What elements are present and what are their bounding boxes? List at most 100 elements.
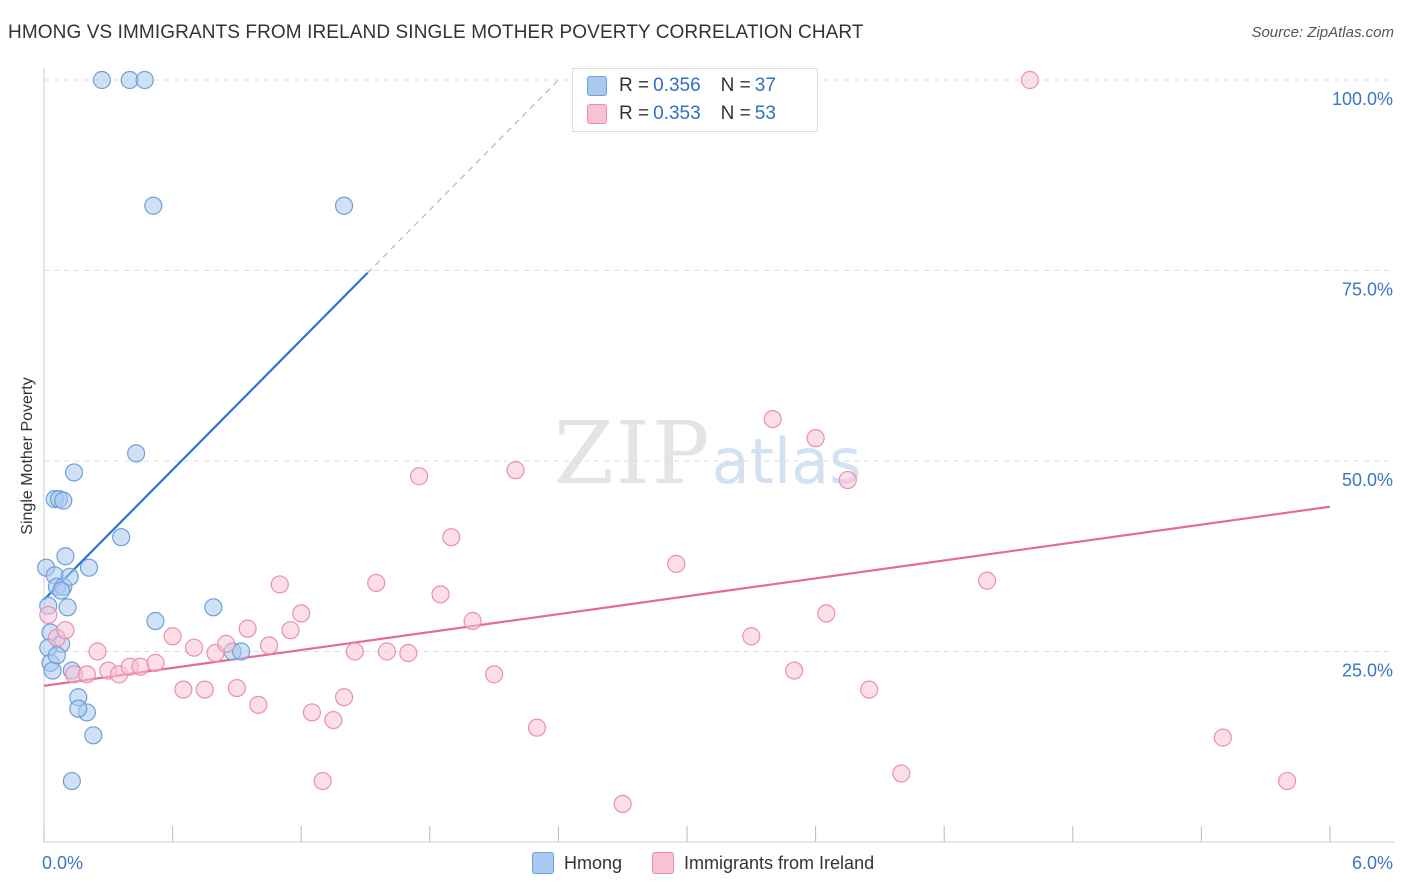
trend-lines xyxy=(43,79,1331,687)
hmong-swatch xyxy=(587,76,607,96)
ireland-point xyxy=(377,642,397,661)
ireland-point xyxy=(217,634,236,653)
r-label: R = xyxy=(619,103,650,124)
ireland-point xyxy=(367,573,386,593)
ireland-point xyxy=(806,429,825,448)
hmong-point xyxy=(47,646,66,665)
ireland-point xyxy=(270,575,289,594)
hmong-point xyxy=(60,567,79,586)
ireland-point xyxy=(742,627,761,646)
ireland-point xyxy=(409,467,429,486)
chart-title: HMONG VS IMMIGRANTS FROM IRELAND SINGLE … xyxy=(8,22,864,43)
ireland-point xyxy=(431,585,450,604)
ireland-point xyxy=(281,621,300,640)
hmong-point xyxy=(62,771,81,791)
hmong-point xyxy=(43,661,62,680)
r-value: 0.356 xyxy=(653,75,701,96)
ireland-point xyxy=(131,657,150,676)
x-tick-label: 6.0% xyxy=(1352,853,1393,873)
hmong-point xyxy=(232,642,251,661)
hmong-point xyxy=(54,491,73,510)
ireland-point xyxy=(667,554,686,573)
ireland-point xyxy=(195,680,214,699)
hmong-point xyxy=(92,70,111,90)
series-legend: Hmong Immigrants from Ireland xyxy=(532,852,904,874)
ireland-point xyxy=(345,642,364,661)
ireland-point xyxy=(163,627,182,646)
ireland-point xyxy=(860,680,879,699)
ireland-point xyxy=(56,621,75,640)
ireland-point xyxy=(77,665,96,684)
hmong-point xyxy=(146,611,165,631)
gridlines xyxy=(44,79,1394,652)
ireland-point xyxy=(249,695,268,714)
legend-item-ireland[interactable]: Immigrants from Ireland xyxy=(652,852,874,874)
ireland-point xyxy=(292,604,311,623)
y-tick-label: 50.0% xyxy=(1342,470,1393,490)
ireland-point xyxy=(1020,70,1040,90)
ireland-point xyxy=(184,638,204,657)
hmong-point xyxy=(127,444,146,463)
hmong-swatch xyxy=(532,852,554,874)
ireland-point xyxy=(977,571,997,590)
source-label: Source: ZipAtlas.com xyxy=(1251,24,1394,41)
ireland-point xyxy=(892,764,911,783)
x-tick-label: 0.0% xyxy=(42,853,83,873)
ireland-point xyxy=(259,636,279,655)
hmong-point xyxy=(334,196,354,215)
ireland-point xyxy=(817,604,836,623)
ireland-point xyxy=(838,470,857,490)
hmong-point xyxy=(112,528,131,547)
ireland-point xyxy=(506,461,525,480)
ireland-point xyxy=(1213,728,1232,747)
ireland-point xyxy=(399,643,418,663)
hmong-point xyxy=(84,726,103,745)
y-tick-label: 100.0% xyxy=(1332,89,1393,109)
ireland-point xyxy=(442,528,461,547)
hmong-point xyxy=(56,547,75,566)
ireland-point xyxy=(227,678,246,698)
ireland-point xyxy=(334,688,354,707)
ireland-point xyxy=(238,619,257,638)
ireland-point xyxy=(527,718,547,737)
data-points xyxy=(37,70,1297,814)
y-tick-label: 75.0% xyxy=(1342,280,1393,300)
ireland-point xyxy=(1278,771,1297,791)
hmong-trend-extension xyxy=(367,79,559,274)
hmong-point xyxy=(79,558,99,577)
hmong-point xyxy=(52,581,71,600)
ireland-point xyxy=(302,703,322,722)
hmong-point xyxy=(144,196,163,215)
hmong-point xyxy=(204,598,223,617)
ireland-point xyxy=(313,771,332,791)
legend-label-ireland: Immigrants from Ireland xyxy=(684,852,875,873)
ireland-trend-line xyxy=(43,505,1331,687)
y-tick-label: 25.0% xyxy=(1342,661,1393,681)
watermark-main: ZIP xyxy=(554,404,712,504)
ireland-swatch xyxy=(587,104,607,124)
legend-item-hmong[interactable]: Hmong xyxy=(532,852,622,874)
hmong-trend-line xyxy=(43,272,369,601)
n-label: N = xyxy=(720,75,751,96)
stats-row-hmong: R = 0.356 N = 37 xyxy=(587,73,776,99)
r-value: 0.353 xyxy=(653,103,701,124)
ireland-swatch xyxy=(652,852,675,874)
ireland-point xyxy=(613,794,632,814)
ireland-point xyxy=(463,611,482,631)
hmong-point xyxy=(58,598,77,617)
r-label: R = xyxy=(619,75,650,96)
tick-labels: 25.0% 50.0% 75.0% 100.0% 0.0% 6.0% xyxy=(42,89,1393,873)
hmong-point xyxy=(135,70,154,90)
axes xyxy=(43,68,1394,843)
ireland-point xyxy=(785,661,804,680)
n-label: N = xyxy=(720,103,751,124)
ireland-point xyxy=(763,409,782,429)
ireland-point xyxy=(485,665,504,684)
ireland-point xyxy=(88,642,107,661)
ireland-point xyxy=(174,680,193,699)
stats-row-ireland: R = 0.353 N = 53 xyxy=(587,101,776,127)
ireland-point xyxy=(39,605,58,625)
n-value: 37 xyxy=(754,75,776,96)
stats-legend: R = 0.356 N = 37 R = 0.353 N = 53 xyxy=(572,68,818,132)
